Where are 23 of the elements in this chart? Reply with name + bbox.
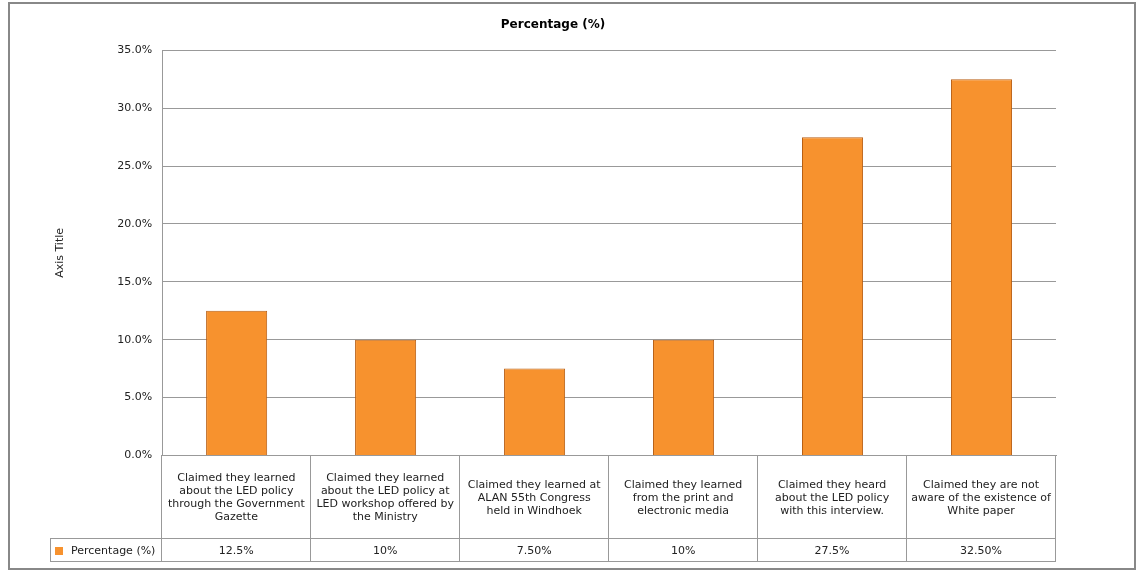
data-label: 10% bbox=[310, 538, 460, 562]
legend-label: Percentage (%) bbox=[50, 538, 162, 562]
data-label: 27.5% bbox=[757, 538, 907, 562]
data-label: 7.50% bbox=[459, 538, 609, 562]
x-tick-label: Claimed they learned at ALAN 55th Congress held in Windhoek bbox=[459, 455, 609, 539]
data-label: 12.5% bbox=[161, 538, 311, 562]
x-tick-label: Claimed they learned from the print and electronic media bbox=[608, 455, 758, 539]
chart-title: Percentage (%) bbox=[500, 17, 606, 32]
x-tick-label: Claimed they heard about the LED policy with this interview. bbox=[757, 455, 907, 539]
data-label: 10% bbox=[608, 538, 758, 562]
y-tick-label: 20.0% bbox=[117, 216, 153, 230]
y-tick-label: 0.0% bbox=[124, 448, 153, 462]
x-tick-label: Claimed they learned about the LED policy through the Government Gazette bbox=[161, 455, 311, 539]
y-axis-title: Axis Title bbox=[53, 227, 67, 278]
x-tick-label: Claimed they are not aware of the existence of White paper bbox=[906, 455, 1056, 539]
y-tick-label: 15.0% bbox=[117, 274, 153, 288]
y-tick-label: 25.0% bbox=[117, 158, 153, 172]
y-tick-label: 35.0% bbox=[117, 43, 153, 57]
y-tick-label: 5.0% bbox=[124, 390, 153, 404]
y-tick-label: 30.0% bbox=[117, 101, 153, 115]
data-label: 32.50% bbox=[906, 538, 1056, 562]
x-tick-label: Claimed they learned about the LED policy at LED workshop offered by the Ministry bbox=[310, 455, 460, 539]
y-tick-label: 10.0% bbox=[117, 332, 153, 346]
